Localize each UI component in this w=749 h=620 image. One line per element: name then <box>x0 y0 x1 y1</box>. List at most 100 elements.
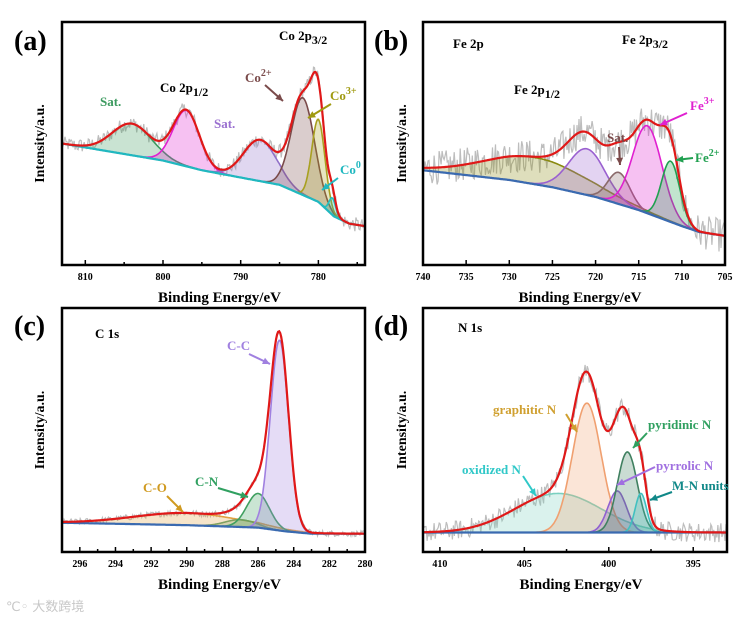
x-axis-label: Binding Energy/eV <box>158 577 281 593</box>
peak-annotation: Fe3+ <box>690 96 715 113</box>
arrowhead-icon <box>262 357 270 365</box>
peak-annotation: Co 2p3/2 <box>279 28 327 47</box>
x-tick-label: 740 <box>416 272 431 283</box>
x-tick-label: 290 <box>179 559 194 570</box>
watermark: ℃◦ 大数跨境 <box>6 596 84 616</box>
annotation-text: C-O <box>143 480 167 495</box>
panel-letter: (b) <box>374 26 408 57</box>
peak-fill-co2- <box>62 97 365 227</box>
x-tick-label: 288 <box>215 559 230 570</box>
arrowhead-icon <box>275 93 283 101</box>
x-axis-label: Binding Energy/eV <box>519 290 642 306</box>
raw-data-line <box>62 66 365 232</box>
annotation-subscript: 1/2 <box>545 87 560 101</box>
peak-annotation: Co0 <box>340 160 361 177</box>
y-axis-label: Intensity/a.u. <box>395 391 410 470</box>
peak-annotation: Sat. <box>100 94 121 109</box>
x-tick-label: 400 <box>601 559 616 570</box>
peak-annotation: Fe 2p3/2 <box>622 32 668 51</box>
peak-line-c-c <box>62 339 365 535</box>
annotation-superscript: 2+ <box>261 68 272 79</box>
x-axis-label: Binding Energy/eV <box>520 577 643 593</box>
annotation-text: C-N <box>195 474 219 489</box>
annotation-text: Fe 2p <box>514 82 545 97</box>
x-tick-label: 292 <box>144 559 159 570</box>
x-tick-label: 710 <box>674 272 689 283</box>
x-tick-label: 715 <box>631 272 646 283</box>
arrowhead-icon <box>570 424 577 432</box>
annotation-text: Fe <box>690 98 704 113</box>
panel-title: C 1s <box>95 326 119 341</box>
arrowhead-icon <box>617 478 625 486</box>
peak-annotation: C-C <box>227 338 250 353</box>
peak-annotation: Sat. <box>607 130 628 145</box>
x-tick-label: 280 <box>358 559 373 570</box>
x-tick-label: 296 <box>72 559 87 570</box>
peak-annotation: Fe2+ <box>695 148 720 165</box>
peak-annotation: C-N <box>195 474 219 489</box>
annotation-text: C-C <box>227 338 250 353</box>
peak-fill-c-c <box>62 340 365 534</box>
panel-letter: (d) <box>374 311 408 342</box>
peak-annotation: Co2+ <box>245 68 272 85</box>
panel-title: N 1s <box>458 320 482 335</box>
panel-d: 410 405 400 395 Binding Energy/eV Intensity/a… <box>374 306 729 593</box>
annotation-text: oxidized N <box>462 462 521 477</box>
annotation-superscript: 2+ <box>709 148 720 159</box>
annotation-subscript: 3/2 <box>312 33 327 47</box>
x-tick-label: 720 <box>588 272 603 283</box>
plot-frame <box>421 306 729 554</box>
annotation-text: Fe <box>695 150 709 165</box>
annotation-superscript: 3+ <box>704 96 715 107</box>
x-tick-label: 730 <box>502 272 517 283</box>
annotation-text: Co <box>245 70 261 85</box>
panel-c: 296 294 292 290 288 286 284 282 280 Binding Energ… <box>14 306 373 593</box>
peak-annotation: Co3+ <box>330 86 357 103</box>
background-line <box>62 142 365 228</box>
arrowhead-icon <box>308 111 316 118</box>
x-tick-label: 294 <box>108 559 123 570</box>
x-tick-label: 405 <box>517 559 532 570</box>
peak-fill-fe3- <box>423 125 725 236</box>
watermark-logo-icon: ℃◦ <box>6 600 29 615</box>
arrowhead-icon <box>616 157 624 165</box>
y-axis-label: Intensity/a.u. <box>33 104 48 183</box>
plot-area <box>423 108 725 252</box>
annotation-superscript: 3+ <box>346 86 357 97</box>
x-axis-label: Binding Energy/eV <box>158 290 281 306</box>
peak-annotation: Co 2p1/2 <box>160 80 208 99</box>
peak-annotation: oxidized N <box>462 462 521 477</box>
arrowhead-icon <box>322 182 330 190</box>
annotation-text: Fe 2p <box>622 32 653 47</box>
peak-fill-graphitic-n <box>423 403 727 533</box>
panel-title: Fe 2p <box>453 36 484 51</box>
x-tick-label: 735 <box>459 272 474 283</box>
x-tick-label: 705 <box>718 272 733 283</box>
peak-annotation: pyridinic N <box>648 417 712 432</box>
annotation-text: Co <box>340 162 356 177</box>
peak-annotation: pyrrolic N <box>656 458 714 473</box>
envelope-fit-line <box>423 118 725 237</box>
annotation-text: pyrrolic N <box>656 458 714 473</box>
x-tick-label: 395 <box>686 559 701 570</box>
x-tick-label: 800 <box>156 272 171 283</box>
plot-frame <box>421 20 727 267</box>
envelope-fit-line <box>423 370 727 534</box>
peak-annotation: Sat. <box>214 116 235 131</box>
raw-data-line <box>423 108 725 252</box>
peak-fill-sat- <box>62 123 365 227</box>
y-axis-label: Intensity/a.u. <box>395 104 410 183</box>
annotation-text: Sat. <box>100 94 121 109</box>
annotation-text: Co 2p <box>160 80 193 95</box>
background-line <box>423 169 725 237</box>
x-tick-label: 286 <box>251 559 266 570</box>
envelope-fit-line <box>62 329 365 535</box>
plot-frame <box>60 20 367 267</box>
annotation-text: M-N units <box>672 478 729 493</box>
plot-area <box>62 329 365 539</box>
panel-letter: (c) <box>14 311 45 342</box>
x-tick-label: 725 <box>545 272 560 283</box>
x-tick-label: 790 <box>233 272 248 283</box>
peak-annotation: graphitic N <box>493 402 557 417</box>
